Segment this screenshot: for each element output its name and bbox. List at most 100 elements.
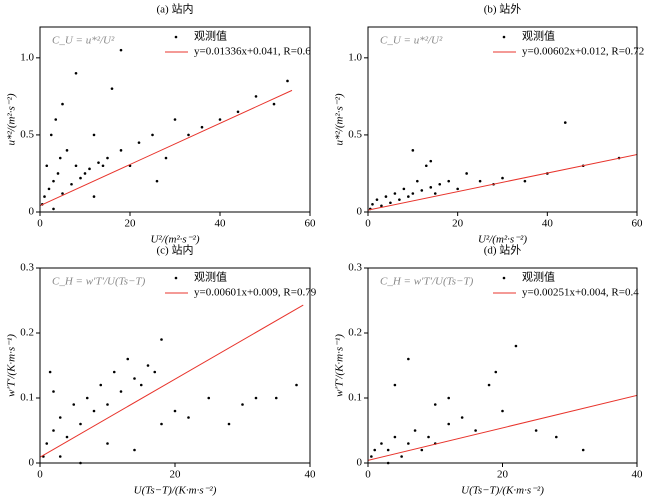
point [433,403,437,406]
point [45,164,49,168]
y-tick-label: 0.2 [348,327,362,339]
point [65,435,69,439]
point [456,187,459,191]
x-axis-label: U²/(m²·s⁻²) [478,234,527,246]
point [58,416,62,419]
point [83,172,87,175]
x-axis-label: U²/(m²·s⁻²) [150,234,199,246]
y-tick-label: 0 [357,457,363,469]
fit-line [367,394,638,461]
point [460,416,464,419]
point [173,118,177,121]
point [523,179,527,183]
point [447,396,451,400]
point [411,192,415,195]
point [85,396,89,400]
point [126,357,130,361]
point [52,429,55,432]
point [487,383,491,387]
point [47,187,51,191]
point [137,141,141,144]
point [380,204,383,208]
point [424,164,428,168]
y-tick-label: 0.3 [20,262,34,274]
point [92,133,96,137]
point [70,182,73,186]
y-tick-label: 0 [29,457,35,469]
point [478,179,482,183]
plot-frame [367,267,638,464]
point [375,198,379,201]
legend-label: 观测值 [194,271,227,284]
point [146,364,150,367]
x-tick-label: 0 [37,218,43,230]
point [420,189,424,192]
point [119,48,123,52]
point [581,448,585,452]
annotation: C_H = w′T′/U(Ts−T) [52,276,146,288]
point [79,176,82,180]
x-tick-label: 20 [452,218,464,230]
point [52,207,55,211]
point [155,179,159,183]
legend-label: y=0.01336x+0.041, R=0.6 [194,46,311,58]
point [411,149,415,152]
point [429,186,433,189]
x-tick-label: 0 [365,469,371,481]
point [393,192,397,195]
point [433,192,437,195]
point [58,455,62,458]
point [407,357,410,361]
point [407,195,410,198]
point [92,409,96,413]
point [274,396,278,400]
y-axis-label: u*²/(m²·s⁻²) [334,93,346,145]
point [74,164,78,168]
y-tick-label: 0.1 [348,392,362,404]
legend-label: y=0.00602x+0.012, R=0.72 [522,46,644,58]
y-tick-label: 0.3 [348,262,362,274]
x-tick-label: 0 [37,469,43,481]
point [501,176,504,180]
x-axis-label: U(Ts−T)/(K·m·s⁻²) [461,485,544,497]
point [400,455,403,458]
point [92,195,96,198]
point [160,422,163,426]
point [555,435,558,439]
y-tick-label: 0 [357,206,363,218]
legend-marker [502,276,506,280]
legend-label: 观测值 [522,271,555,284]
point [438,182,442,186]
point [416,179,419,183]
x-tick-label: 20 [497,469,509,481]
point [236,110,240,114]
point [52,179,55,183]
point [413,429,417,432]
point [402,187,406,191]
x-tick-label: 0 [365,218,371,230]
point [187,133,190,137]
legend-marker [502,35,506,39]
point [61,192,64,195]
point [371,202,374,206]
panel-title: (b) 站外 [484,2,522,16]
point [119,390,123,393]
point [380,442,383,445]
point [43,195,46,198]
annotation: C_H = w′T′/U(Ts−T) [380,276,474,288]
point [393,383,397,387]
y-tick-label: 0.5 [20,128,34,140]
legend-label: y=0.00601x+0.009, R=0.79 [194,287,317,299]
x-tick-label: 20 [170,469,182,481]
point [52,390,55,393]
point [254,396,258,400]
y-axis-label: w′T′/(K·m·s⁻¹) [6,334,18,397]
point [61,102,64,106]
y-tick-label: 1.0 [348,51,362,63]
point [101,164,105,168]
panel-title: (a) 站内 [157,2,194,16]
point [447,422,451,426]
y-axis-label: u*²/(m²·s⁻²) [6,93,18,145]
point [447,179,451,183]
point [398,198,401,201]
